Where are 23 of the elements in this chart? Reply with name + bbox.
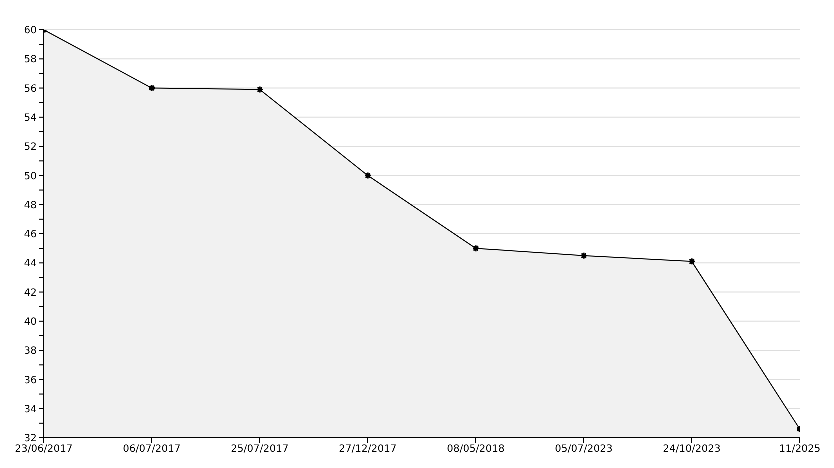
y-tick-label: 54 <box>24 112 37 124</box>
x-tick-label: 24/10/2023 <box>663 444 721 456</box>
y-tick-label: 46 <box>24 230 37 241</box>
x-tick-label: 27/12/2017 <box>339 444 397 456</box>
y-tick-label: 36 <box>24 375 37 386</box>
x-tick-label: 25/07/2017 <box>231 444 289 456</box>
x-tick-label: 08/05/2018 <box>447 444 505 456</box>
y-tick-label: 48 <box>24 200 37 212</box>
y-tick-label: 40 <box>24 316 37 328</box>
y-tick-label: 56 <box>24 84 37 95</box>
y-tick-label: 52 <box>24 142 37 154</box>
y-tick-label: 34 <box>24 404 37 416</box>
y-tick-label: 44 <box>24 258 37 270</box>
y-tick-label: 38 <box>24 346 37 358</box>
x-tick-label: 23/06/2017 <box>15 444 73 456</box>
x-tick-label: 11/2025 <box>779 444 821 456</box>
y-tick-label: 42 <box>24 288 37 299</box>
y-tick-label: 32 <box>24 434 37 445</box>
x-tick-label: 05/07/2023 <box>555 444 613 456</box>
y-tick-label: 50 <box>24 171 37 182</box>
y-tick-label: 60 <box>24 26 37 37</box>
x-tick-label: 06/07/2017 <box>123 444 181 456</box>
y-tick-label: 58 <box>24 54 37 66</box>
